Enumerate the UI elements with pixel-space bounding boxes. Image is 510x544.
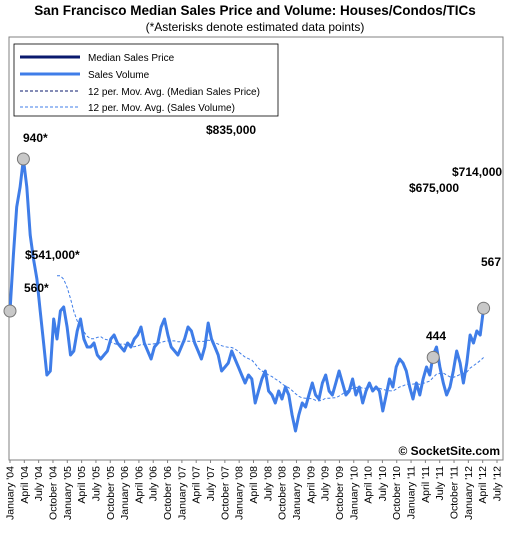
x-tick-label: April '04 — [19, 466, 31, 504]
x-tick-label: July '07 — [205, 466, 217, 501]
sales-volume-line — [8, 157, 486, 433]
x-tick-label: January '06 — [119, 466, 131, 520]
x-tick-label: July '08 — [262, 466, 274, 501]
x-tick-label: April '07 — [191, 466, 203, 504]
annotation-label: $835,000 — [206, 123, 256, 137]
annotation-labels: $541,000* 560* 940* $835,000 $675,000 444 $714… — [23, 123, 502, 343]
watermark: © SocketSite.com — [398, 444, 500, 458]
x-tick-label: October '10 — [391, 466, 403, 520]
annotation-label: $675,000 — [409, 181, 459, 195]
annotation-label: $541,000* — [25, 248, 80, 262]
annotation-label: 444 — [426, 329, 446, 343]
x-tick-label: July '04 — [33, 466, 45, 501]
x-tick-label: January '12 — [463, 466, 475, 520]
legend-label-price-ma: 12 per. Mov. Avg. (Median Sales Price) — [88, 87, 260, 98]
x-tick-label: April '05 — [76, 466, 88, 504]
chart-subtitle: (*Asterisks denote estimated data points… — [145, 20, 365, 34]
annotation-label: 567 — [481, 255, 501, 269]
volume-moving-average-line — [57, 275, 484, 402]
x-tick-label: January '08 — [234, 466, 246, 520]
annotation-markers — [3, 152, 491, 364]
x-tick-label: April '11 — [420, 466, 432, 503]
x-tick-label: July '05 — [90, 466, 102, 501]
annotation-marker — [477, 301, 491, 315]
x-tick-label: January '10 — [348, 466, 360, 520]
x-tick-label: April '06 — [133, 466, 145, 504]
x-tick-label: October '05 — [105, 466, 117, 520]
x-tick-label: January '04 — [5, 466, 17, 520]
moving-average-lines — [57, 275, 484, 402]
x-tick-label: July '12 — [492, 466, 504, 501]
x-tick-label: July '11 — [434, 466, 446, 501]
legend-label-volume-ma: 12 per. Mov. Avg. (Sales Volume) — [88, 103, 235, 114]
x-tick-label: January '05 — [62, 466, 74, 520]
annotation-label: 940* — [23, 131, 48, 145]
x-tick-label: January '07 — [176, 466, 188, 520]
x-tick-label: October '09 — [334, 466, 346, 520]
x-tick-label: October '08 — [277, 466, 289, 520]
legend-label-price: Median Sales Price — [88, 53, 175, 64]
x-tick-label: April '08 — [248, 466, 260, 504]
x-tick-label: October '07 — [219, 466, 231, 520]
annotation-label: $714,000 — [452, 165, 502, 179]
x-tick-label: July '10 — [377, 466, 389, 501]
x-tick-label: October '11 — [449, 466, 461, 519]
series-lines — [8, 157, 486, 433]
x-tick-label: April '12 — [477, 466, 489, 504]
legend-label-volume: Sales Volume — [88, 70, 150, 81]
x-tick-label: October '06 — [162, 466, 174, 520]
annotation-marker — [426, 350, 440, 364]
annotation-marker — [16, 152, 30, 166]
annotation-label: 560* — [24, 281, 49, 295]
x-tick-label: January '09 — [291, 466, 303, 520]
x-axis-ticks: January '04 April '04 July '04 October '04 J… — [5, 460, 504, 520]
legend: Median Sales Price Sales Volume 12 per. … — [13, 43, 279, 117]
chart-title: San Francisco Median Sales Price and Vol… — [34, 3, 476, 18]
annotation-marker — [3, 304, 17, 318]
x-tick-label: October '04 — [48, 466, 60, 520]
x-tick-label: January '11 — [406, 466, 418, 519]
x-tick-label: April '10 — [363, 466, 375, 504]
x-tick-label: July '09 — [320, 466, 332, 501]
x-tick-label: April '09 — [305, 466, 317, 504]
x-tick-label: July '06 — [148, 466, 160, 501]
